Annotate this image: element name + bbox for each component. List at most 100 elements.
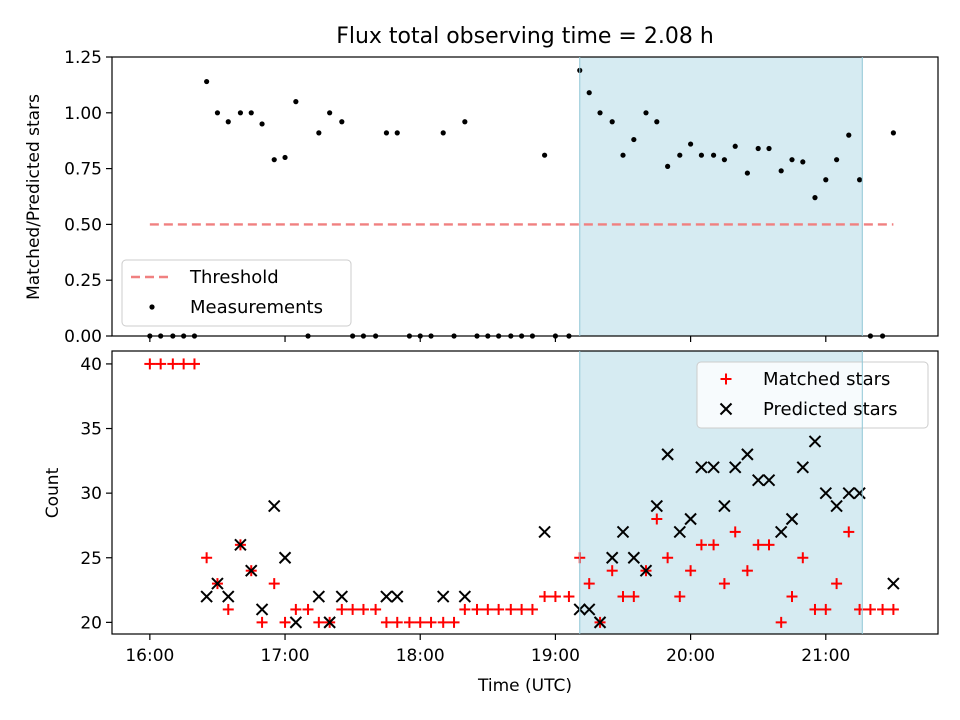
predicted-point xyxy=(538,525,551,539)
matched-point xyxy=(336,603,348,615)
x-tick-label: 18:00 xyxy=(396,646,445,666)
measurement-point xyxy=(383,130,390,136)
x-tick-label: 17:00 xyxy=(261,646,310,666)
matched-point xyxy=(347,603,359,615)
measurement-point xyxy=(631,136,637,143)
legend-predicted-marker xyxy=(719,402,733,416)
legend-threshold-label: Threshold xyxy=(189,267,279,288)
matched-point xyxy=(718,578,730,590)
measurement-point xyxy=(609,119,615,125)
matched-point xyxy=(695,539,707,551)
measurement-point xyxy=(214,110,221,116)
x-tick-label: 19:00 xyxy=(531,646,580,666)
matched-point xyxy=(505,603,517,615)
figure-title: Flux total observing time = 2.08 h xyxy=(336,24,714,49)
matched-point xyxy=(222,603,234,615)
measurement-point xyxy=(643,110,649,116)
predicted-point xyxy=(616,525,630,539)
matched-point xyxy=(539,591,551,603)
predicted-point xyxy=(785,512,799,526)
top-panel: 0.00 0.25 0.50 0.75 1.00 1.25 Matched/Predict… xyxy=(24,48,939,347)
y-tick-label: 1.00 xyxy=(64,104,102,124)
matched-point xyxy=(403,616,415,628)
predicted-point xyxy=(234,538,247,552)
matched-point xyxy=(493,603,505,615)
matched-point xyxy=(628,591,640,603)
measurement-point xyxy=(812,195,818,201)
predicted-point xyxy=(200,590,213,603)
matched-point xyxy=(752,539,764,551)
matched-point xyxy=(268,578,280,590)
predicted-point xyxy=(774,525,788,539)
legend-matched-label: Matched stars xyxy=(763,369,890,390)
matched-point xyxy=(425,616,437,628)
matched-point xyxy=(583,578,595,590)
matched-point xyxy=(685,565,697,577)
bottom-axes-frame xyxy=(111,350,939,635)
y-tick-label: 1.25 xyxy=(64,48,102,68)
predicted-point xyxy=(268,499,281,513)
x-tick-label: 21:00 xyxy=(801,646,850,666)
bottom-legend-box xyxy=(696,361,929,429)
matched-point xyxy=(279,616,291,628)
matched-point xyxy=(831,578,843,590)
top-axes-frame xyxy=(111,56,939,337)
measurement-point xyxy=(542,152,548,158)
measurement-point xyxy=(327,110,333,116)
top-shaded-region xyxy=(579,57,863,336)
measurement-point xyxy=(440,130,446,136)
matched-point xyxy=(414,616,426,628)
measurement-point xyxy=(259,121,265,127)
predicted-point xyxy=(853,486,866,500)
matched-point xyxy=(201,552,213,564)
matched-point xyxy=(864,603,876,615)
measurement-point xyxy=(271,157,277,163)
measurement-point xyxy=(732,143,738,149)
matched-point xyxy=(144,358,156,370)
measurement-point xyxy=(688,141,694,147)
matched-point xyxy=(741,565,753,577)
matched-point xyxy=(391,616,403,628)
y-tick-label: 25 xyxy=(80,549,102,569)
predicted-point xyxy=(245,564,258,577)
predicted-point xyxy=(222,590,235,603)
predicted-point xyxy=(684,512,697,526)
matched-point xyxy=(302,603,314,615)
top-legend: Threshold Measurements xyxy=(121,259,352,327)
matched-point xyxy=(178,358,190,370)
matched-point xyxy=(167,358,179,370)
predicted-point xyxy=(887,577,900,590)
predicted-point xyxy=(796,461,810,474)
matched-point xyxy=(155,358,167,370)
measurement-point xyxy=(225,119,231,125)
matched-point xyxy=(357,603,369,615)
bottom-x-ticks: 16:00 17:00 18:00 19:00 20:00 21:00 xyxy=(125,634,850,666)
predicted-point xyxy=(323,616,336,629)
measurement-point xyxy=(677,152,683,158)
measurement-point xyxy=(823,177,829,183)
matched-point xyxy=(843,526,855,538)
predicted-point xyxy=(458,590,472,603)
top-x-ticks xyxy=(149,336,827,342)
top-y-ticks: 0.00 0.25 0.50 0.75 1.00 1.25 xyxy=(64,48,112,347)
matched-point xyxy=(887,603,899,615)
measurement-point xyxy=(834,157,840,163)
matched-point xyxy=(188,358,200,370)
predicted-point xyxy=(278,551,292,564)
measurement-point xyxy=(654,119,660,125)
predicted-point xyxy=(718,499,731,513)
x-tick-label: 20:00 xyxy=(666,646,715,666)
legend-measurements-label: Measurements xyxy=(190,297,323,318)
matched-point xyxy=(370,603,382,615)
matched-point xyxy=(797,552,809,564)
measurement-point xyxy=(248,110,254,116)
predicted-point xyxy=(605,551,619,564)
predicted-point xyxy=(707,461,720,474)
matched-stars-series xyxy=(144,358,899,628)
legend-measurements-swatch xyxy=(149,304,155,310)
predicted-point xyxy=(741,448,754,461)
matched-point xyxy=(526,603,538,615)
predicted-point xyxy=(830,499,843,513)
predicted-point xyxy=(729,461,742,474)
